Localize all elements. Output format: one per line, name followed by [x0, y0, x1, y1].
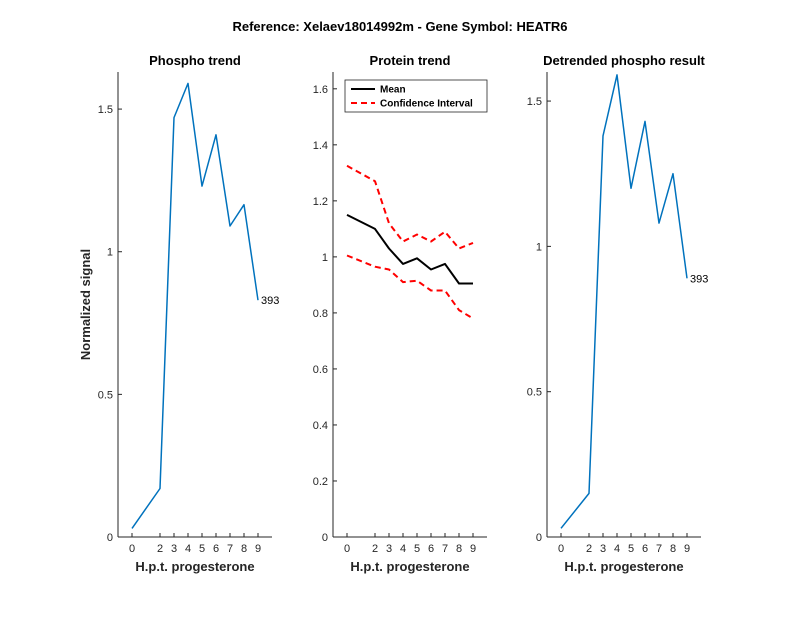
y-tick-label: 0: [322, 532, 328, 544]
legend-label: Confidence Interval: [380, 99, 473, 110]
y-tick-label: 0.2: [313, 476, 328, 488]
panel-2: Protein trend 0 0.2 0.4 0.6 0.8 1 1.2 1.4 1.6 0 2 3 4…: [313, 53, 488, 574]
x-tick-label: 0: [558, 543, 564, 555]
x-tick-label: 5: [628, 543, 634, 555]
y-tick-label: 1.5: [527, 96, 542, 108]
x-tick-label: 9: [255, 543, 261, 555]
panel-1: Phospho trend 0 0.5 1 1.5 0 2 3 4 5 6 7 8 9H.p.t. pro…: [78, 53, 279, 574]
x-tick-label: 2: [586, 543, 592, 555]
panel-title: Protein trend: [370, 53, 451, 68]
y-tick-label: 1: [107, 247, 113, 259]
panel-title: Detrended phospho result: [543, 53, 705, 68]
y-tick-label: 1: [536, 241, 542, 253]
y-tick-label: 1.2: [313, 196, 328, 208]
y-tick-label: 0.5: [98, 389, 113, 401]
x-tick-label: 8: [241, 543, 247, 555]
x-tick-label: 5: [199, 543, 205, 555]
y-axis-label: Normalized signal: [78, 249, 93, 360]
x-tick-label: 2: [372, 543, 378, 555]
x-tick-label: 4: [614, 543, 620, 555]
end-point-label: 393: [261, 295, 279, 307]
x-tick-label: 3: [600, 543, 606, 555]
x-tick-label: 3: [386, 543, 392, 555]
x-tick-label: 6: [213, 543, 219, 555]
y-tick-label: 1: [322, 252, 328, 264]
x-tick-label: 4: [400, 543, 406, 555]
x-axis-label: H.p.t. progesterone: [350, 559, 469, 574]
legend: Mean Confidence Interval: [344, 79, 488, 113]
panel-3: Detrended phospho result 0 0.5 1 1.5 0 2 3 4 5 6 7 8…: [527, 53, 709, 574]
x-tick-label: 7: [227, 543, 233, 555]
x-axis-label: H.p.t. progesterone: [564, 559, 683, 574]
x-tick-label: 8: [670, 543, 676, 555]
panel-title: Phospho trend: [149, 53, 241, 68]
y-tick-label: 0: [536, 532, 542, 544]
y-tick-label: 0.5: [527, 387, 542, 399]
x-tick-label: 4: [185, 543, 191, 555]
x-tick-label: 6: [642, 543, 648, 555]
series-line-3: [346, 254, 474, 320]
legend-box: [344, 79, 488, 113]
x-tick-label: 0: [129, 543, 135, 555]
x-axis-label: H.p.t. progesterone: [135, 559, 254, 574]
y-tick-label: 1.4: [313, 140, 328, 152]
x-tick-label: 7: [656, 543, 662, 555]
x-tick-label: 3: [171, 543, 177, 555]
x-tick-label: 0: [344, 543, 350, 555]
legend-label: Mean: [380, 85, 406, 96]
x-tick-label: 5: [414, 543, 420, 555]
x-tick-label: 6: [428, 543, 434, 555]
series-line-2: [346, 164, 474, 250]
series-line-1: [346, 214, 473, 285]
y-tick-label: 0.8: [313, 308, 328, 320]
series-line-1: [560, 74, 688, 529]
end-point-label: 393: [690, 273, 708, 285]
y-tick-label: 1.6: [313, 84, 328, 96]
series-line-1: [131, 82, 259, 529]
y-tick-label: 0: [107, 532, 113, 544]
y-tick-label: 1.5: [98, 104, 113, 116]
x-tick-label: 8: [456, 543, 462, 555]
x-tick-label: 9: [684, 543, 690, 555]
y-tick-label: 0.6: [313, 364, 328, 376]
figure-title: Reference: Xelaev18014992m - Gene Symbol…: [232, 19, 567, 34]
x-tick-label: 9: [470, 543, 476, 555]
x-tick-label: 7: [442, 543, 448, 555]
x-tick-label: 2: [157, 543, 163, 555]
y-tick-label: 0.4: [313, 420, 328, 432]
